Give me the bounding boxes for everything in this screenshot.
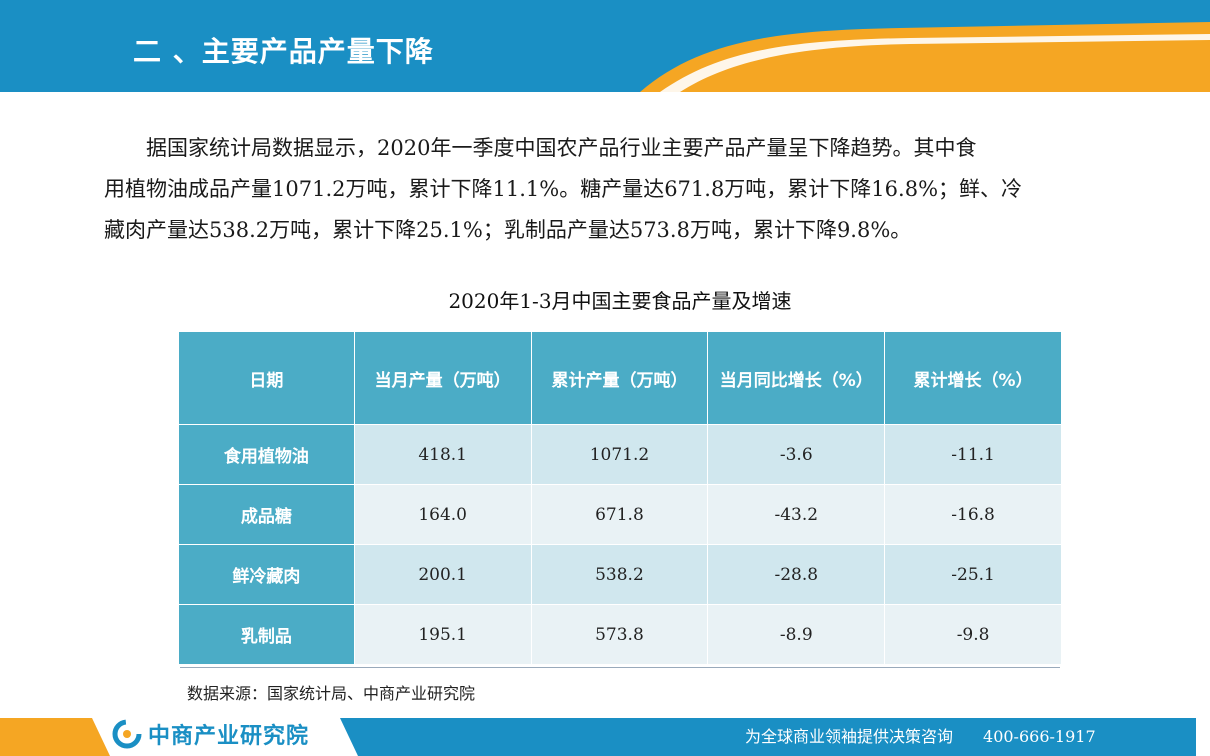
table-row: 鲜冷藏肉 200.1 538.2 -28.8 -25.1 <box>178 544 1062 605</box>
table-title: 2020年1-3月中国主要食品产量及增速 <box>448 289 792 313</box>
column-header: 当月同比增长（%） <box>707 331 886 425</box>
data-source: 数据来源：国家统计局、中商产业研究院 <box>187 684 476 703</box>
cell-monthly-yoy: -3.6 <box>707 424 886 485</box>
cell-cumulative-growth: -25.1 <box>884 544 1062 605</box>
cell-cumulative: 573.8 <box>530 604 709 665</box>
cell-monthly-yoy: -43.2 <box>707 484 886 545</box>
paragraph-line: 藏肉产量达538.2万吨，累计下降25.1%；乳制品产量达573.8万吨，累计下… <box>104 218 912 242</box>
cell-cumulative: 538.2 <box>530 544 709 605</box>
intro-paragraph: 据国家统计局数据显示，2020年一季度中国农产品行业主要产品产量呈下降趋势。其中… <box>104 128 1114 251</box>
table-row: 乳制品 195.1 573.8 -8.9 -9.8 <box>178 604 1062 665</box>
row-label: 乳制品 <box>178 604 355 665</box>
paragraph-line: 用植物油成品产量1071.2万吨，累计下降11.1%。糖产量达671.8万吨，累… <box>104 177 1023 201</box>
cell-monthly: 418.1 <box>353 424 532 485</box>
logo-text: 中商产业研究院 <box>148 724 310 749</box>
cell-cumulative-growth: -11.1 <box>884 424 1062 485</box>
food-production-table: 日期 当月产量（万吨） 累计产量（万吨） 当月同比增长（%） 累计增长（%） 食… <box>178 331 1062 665</box>
table-header-row: 日期 当月产量（万吨） 累计产量（万吨） 当月同比增长（%） 累计增长（%） <box>178 331 1062 425</box>
column-header: 累计增长（%） <box>884 331 1062 425</box>
column-header: 日期 <box>178 331 355 425</box>
table-row: 成品糖 164.0 671.8 -43.2 -16.8 <box>178 484 1062 545</box>
header-orange-swoosh <box>640 22 1210 92</box>
column-header: 累计产量（万吨） <box>530 331 709 425</box>
cell-cumulative: 1071.2 <box>530 424 709 485</box>
row-label: 鲜冷藏肉 <box>178 544 355 605</box>
source-divider <box>180 667 1060 668</box>
cell-monthly: 200.1 <box>353 544 532 605</box>
cell-monthly-yoy: -28.8 <box>707 544 886 605</box>
cell-monthly: 195.1 <box>353 604 532 665</box>
logo-icon <box>112 719 142 749</box>
paragraph-line: 据国家统计局数据显示，2020年一季度中国农产品行业主要产品产量呈下降趋势。其中… <box>146 136 977 160</box>
footer-bar <box>0 718 1196 756</box>
column-header: 当月产量（万吨） <box>353 331 532 425</box>
footer-logo: 中商产业研究院 <box>112 719 309 749</box>
table-row: 食用植物油 418.1 1071.2 -3.6 -11.1 <box>178 424 1062 485</box>
row-label: 食用植物油 <box>178 424 355 485</box>
cell-cumulative-growth: -9.8 <box>884 604 1062 665</box>
footer-slogan: 为全球商业领袖提供决策咨询 <box>745 727 954 746</box>
page-title: 二 、主要产品产量下降 <box>133 35 434 68</box>
cell-cumulative: 671.8 <box>530 484 709 545</box>
row-label: 成品糖 <box>178 484 355 545</box>
cell-cumulative-growth: -16.8 <box>884 484 1062 545</box>
header-banner: 二 、主要产品产量下降 <box>0 0 1210 92</box>
cell-monthly: 164.0 <box>353 484 532 545</box>
footer-phone: 400-666-1917 <box>983 727 1096 746</box>
cell-monthly-yoy: -8.9 <box>707 604 886 665</box>
footer-contact: 为全球商业领袖提供决策咨询 400-666-1917 <box>745 723 1096 747</box>
